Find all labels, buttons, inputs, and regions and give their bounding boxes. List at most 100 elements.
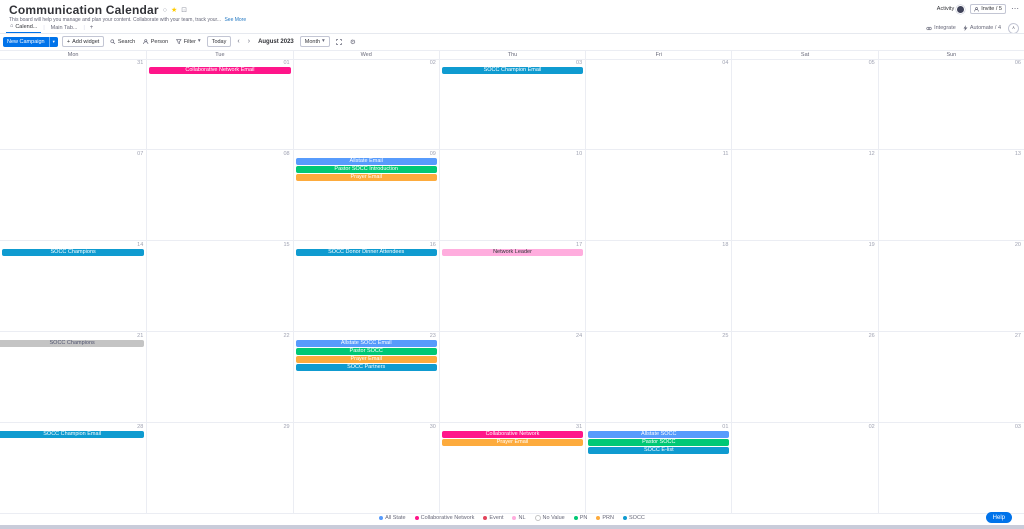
chevron-down-icon[interactable]: ▾	[48, 36, 58, 47]
event-bar[interactable]: Allstate SOCC Email	[295, 340, 437, 347]
legend-item[interactable]: SOCC	[623, 515, 645, 521]
integrate-button[interactable]: Integrate	[926, 25, 956, 31]
calendar-day-cell[interactable]: 21 SOCC Champions	[0, 332, 146, 422]
add-widget-button[interactable]: + Add widget	[61, 36, 105, 47]
automate-button[interactable]: Automate / 4	[963, 25, 1001, 31]
calendar-day-cell[interactable]: 19	[731, 241, 877, 331]
home-icon: ⌂	[10, 23, 14, 30]
calendar-day-cell[interactable]: 26	[731, 332, 877, 422]
calendar-day-cell[interactable]: 06	[877, 59, 1024, 149]
event-bar[interactable]: Prayer Email	[295, 174, 437, 181]
day-header: Wed	[292, 51, 439, 59]
automate-label: Automate / 4	[969, 25, 1001, 31]
calendar-day-cell[interactable]: 14 SOCC Champions	[0, 241, 146, 331]
event-bar[interactable]: Collaborative Network	[441, 431, 584, 438]
person-filter-button[interactable]: Person	[141, 37, 170, 46]
calendar-day-cell[interactable]: 28 SOCC Champion Email	[0, 423, 146, 513]
calendar-day-cell[interactable]: 27	[877, 332, 1024, 422]
legend-item[interactable]: No Value	[534, 515, 565, 521]
legend-item[interactable]: Collaborative Network	[414, 515, 474, 521]
event-bar[interactable]: SOCC Champion Email	[0, 431, 145, 438]
calendar-day-cell[interactable]: 16 SOCC Donor Dinner Attendees	[292, 241, 439, 331]
date-label: 03	[576, 60, 583, 66]
calendar-day-cell[interactable]: 09 Allstate Email Pastor SOCC Introduction…	[292, 150, 439, 240]
view-mode-select[interactable]: Month ▾	[299, 36, 330, 47]
calendar-day-cell[interactable]: 23 Allstate SOCC Email Pastor SOCC Prayer E…	[292, 332, 439, 422]
tab-main-table[interactable]: Main Tab...	[47, 23, 82, 33]
event-bar[interactable]: Allstate Email	[295, 158, 437, 165]
event-bar[interactable]: Prayer Email	[295, 356, 437, 363]
calendar-day-cell[interactable]: 13	[877, 150, 1024, 240]
filter-button[interactable]: Filter ▾	[174, 37, 203, 46]
calendar-day-cell[interactable]: 25	[585, 332, 731, 422]
calendar-day-cell[interactable]: 31	[0, 59, 146, 149]
event-bar[interactable]: SOCC Champions	[2, 249, 145, 256]
event-bar[interactable]: SOCC Champions	[0, 340, 145, 347]
tab-main-label: Main Tab...	[50, 25, 78, 31]
calendar-day-cell[interactable]: 02	[731, 423, 877, 513]
event-bar[interactable]: Pastor SOCC Introduction	[295, 166, 437, 173]
new-campaign-button[interactable]: New Campaign ▾	[3, 36, 58, 47]
event-bar[interactable]: Collaborative Network Email	[149, 67, 291, 74]
calendar-week-row: 28 SOCC Champion Email 29 30 31 Collaborative…	[0, 423, 1024, 514]
event-bar[interactable]: SOCC E-list	[588, 447, 730, 454]
event-bar[interactable]: Pastor SOCC	[295, 348, 437, 355]
board-header: Communication Calendar ○ ★ ⊡	[9, 3, 187, 17]
calendar-day-cell[interactable]: 05	[731, 59, 877, 149]
prev-month-button[interactable]: ‹	[237, 38, 240, 45]
event-bar[interactable]: SOCC Partners	[295, 364, 437, 371]
calendar-day-cell[interactable]: 01 Collaborative Network Email	[146, 59, 292, 149]
event-bar[interactable]: Network Leader	[441, 249, 584, 256]
today-button[interactable]: Today	[206, 36, 232, 47]
event-bar[interactable]: Prayer Email	[441, 439, 584, 446]
favorite-star-icon[interactable]: ★	[171, 6, 178, 14]
calendar-day-cell[interactable]: 08	[146, 150, 292, 240]
invite-button[interactable]: Invite / 5	[970, 4, 1006, 14]
legend-item[interactable]: All State	[379, 515, 406, 521]
settings-gear-icon[interactable]: ⚙	[349, 38, 356, 46]
calendar-day-cell[interactable]: 17 Network Leader	[438, 241, 585, 331]
weeks: 31 01 Collaborative Network Email 02 03 SOCC …	[0, 59, 1024, 514]
calendar-day-cell[interactable]: 22	[146, 332, 292, 422]
calendar-day-cell[interactable]: 31 Collaborative Network Prayer Email	[438, 423, 585, 513]
event-bar[interactable]: SOCC Champion Email	[441, 67, 584, 74]
calendar-day-cell[interactable]: 20	[877, 241, 1024, 331]
legend-item[interactable]: PN	[573, 515, 587, 521]
legend-item[interactable]: NL	[512, 515, 526, 521]
calendar-day-cell[interactable]: 29	[146, 423, 292, 513]
event-bar[interactable]: Allstate SOCC	[588, 431, 730, 438]
activity-button[interactable]: Activity	[937, 4, 966, 14]
event-bar[interactable]: SOCC Donor Dinner Attendees	[295, 249, 437, 256]
calendar-day-cell[interactable]: 18	[585, 241, 731, 331]
header-divider	[0, 33, 1024, 34]
collapse-header-button[interactable]: ∧	[1008, 22, 1019, 34]
add-tab-button[interactable]: +	[89, 25, 94, 31]
next-month-button[interactable]: ›	[247, 38, 251, 45]
legend-item[interactable]: PRN	[596, 515, 614, 521]
calendar-day-cell[interactable]: 12	[731, 150, 877, 240]
calendar-day-cell[interactable]: 24	[438, 332, 585, 422]
plus-icon: +	[66, 38, 71, 45]
calendar-day-cell[interactable]: 03 SOCC Champion Email	[438, 59, 585, 149]
see-more-link[interactable]: See More	[224, 17, 247, 23]
calendar-day-cell[interactable]: 04	[585, 59, 731, 149]
board-menu-icon[interactable]: ⋯	[1011, 4, 1019, 13]
calendar-day-cell[interactable]: 01 Allstate SOCC Pastor SOCC SOCC E-list	[585, 423, 731, 513]
date-label: 15	[283, 242, 290, 248]
broadcast-icon[interactable]: ⊡	[181, 6, 188, 14]
event-bar[interactable]: Pastor SOCC	[588, 439, 730, 446]
calendar-day-cell[interactable]: 30	[292, 423, 439, 513]
info-icon[interactable]: ○	[162, 6, 167, 14]
date-label: 11	[722, 151, 729, 157]
calendar-day-cell[interactable]: 15	[146, 241, 292, 331]
calendar-day-cell[interactable]: 03	[877, 423, 1024, 513]
legend-item[interactable]: Event	[483, 515, 503, 521]
calendar-day-cell[interactable]: 07	[0, 150, 146, 240]
help-button[interactable]: Help	[985, 512, 1012, 523]
calendar-day-cell[interactable]: 11	[585, 150, 731, 240]
calendar-day-cell[interactable]: 10	[438, 150, 585, 240]
integrate-label: Integrate	[934, 25, 956, 31]
fullscreen-button[interactable]	[334, 38, 344, 45]
calendar-day-cell[interactable]: 02	[292, 59, 439, 149]
search-button[interactable]: Search	[108, 37, 137, 46]
